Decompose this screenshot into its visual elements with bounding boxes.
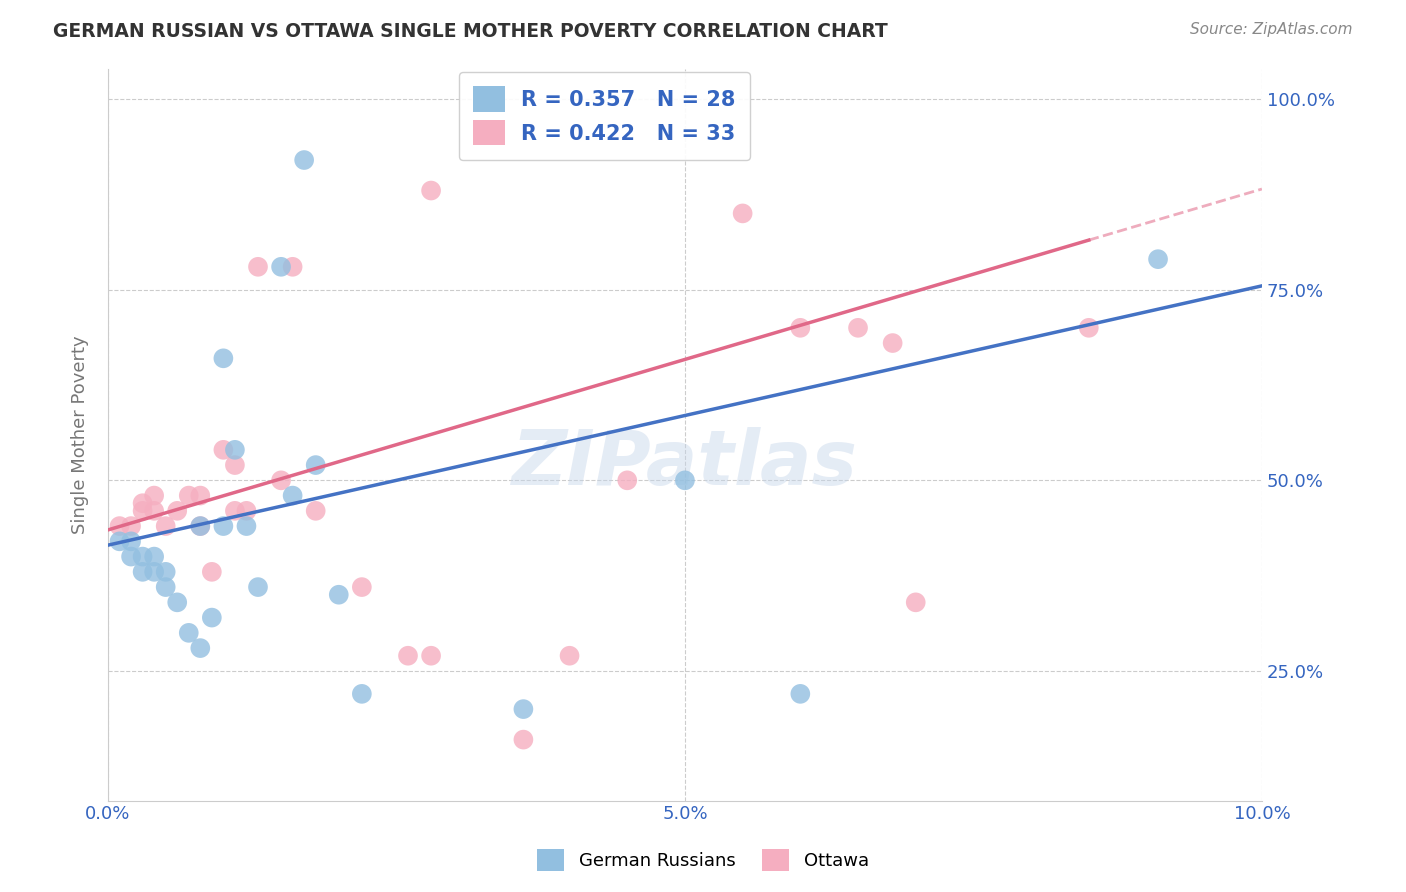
Point (789, 320, 811, 334)
Point (305, 458, 328, 472)
Point (108, 519, 131, 533)
Point (131, 496, 153, 510)
Point (731, 206, 754, 220)
Point (292, 153, 315, 167)
Point (177, 489, 200, 503)
Text: ZIPatlas: ZIPatlas (512, 427, 858, 500)
Point (270, 260, 292, 274)
Point (350, 687, 373, 701)
Point (131, 549, 153, 564)
Point (143, 549, 166, 564)
Point (201, 610, 224, 624)
Point (120, 519, 142, 533)
Point (1147, 252, 1170, 267)
Point (212, 519, 235, 533)
Point (616, 473, 638, 487)
Point (673, 473, 696, 487)
Point (270, 473, 292, 487)
Point (246, 580, 269, 594)
Text: Source: ZipAtlas.com: Source: ZipAtlas.com (1189, 22, 1353, 37)
Point (558, 648, 581, 663)
Point (166, 504, 188, 518)
Point (281, 489, 304, 503)
Point (281, 260, 304, 274)
Point (396, 648, 419, 663)
Point (201, 565, 224, 579)
Point (328, 588, 350, 602)
Point (212, 442, 235, 457)
Point (120, 534, 142, 549)
Point (224, 504, 246, 518)
Text: GERMAN RUSSIAN VS OTTAWA SINGLE MOTHER POVERTY CORRELATION CHART: GERMAN RUSSIAN VS OTTAWA SINGLE MOTHER P… (53, 22, 889, 41)
Y-axis label: Single Mother Poverty: Single Mother Poverty (72, 335, 89, 534)
Point (143, 504, 166, 518)
Point (512, 732, 534, 747)
Point (143, 489, 166, 503)
Point (789, 687, 811, 701)
Point (188, 489, 211, 503)
Point (846, 320, 869, 334)
Point (131, 504, 153, 518)
Point (235, 504, 257, 518)
Point (188, 641, 211, 656)
Point (155, 580, 177, 594)
Point (155, 565, 177, 579)
Point (420, 184, 443, 198)
Point (224, 442, 246, 457)
Point (108, 534, 131, 549)
Legend: R = 0.357   N = 28, R = 0.422   N = 33: R = 0.357 N = 28, R = 0.422 N = 33 (458, 71, 751, 160)
Point (882, 336, 904, 351)
Point (188, 519, 211, 533)
Point (224, 458, 246, 472)
Point (155, 519, 177, 533)
Point (420, 648, 443, 663)
Point (246, 260, 269, 274)
Point (166, 595, 188, 609)
Point (143, 565, 166, 579)
Point (904, 595, 927, 609)
Point (350, 580, 373, 594)
Point (1077, 320, 1099, 334)
Point (512, 702, 534, 716)
Point (120, 549, 142, 564)
Point (305, 504, 328, 518)
Point (235, 519, 257, 533)
Point (131, 565, 153, 579)
Point (212, 351, 235, 366)
Point (177, 625, 200, 640)
Legend: German Russians, Ottawa: German Russians, Ottawa (530, 842, 876, 879)
Point (188, 519, 211, 533)
